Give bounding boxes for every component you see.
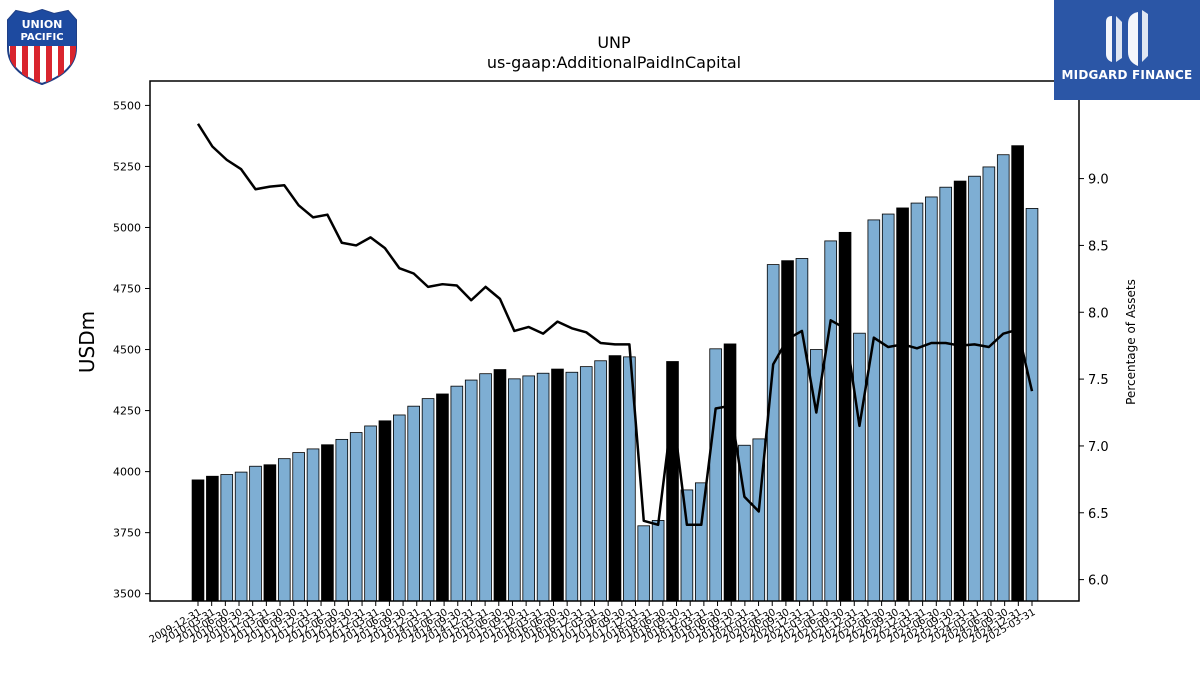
- y2-tick-label: 7.0: [1088, 440, 1109, 455]
- bar: [536, 372, 550, 602]
- bar: [191, 479, 205, 602]
- bar: [436, 393, 449, 602]
- y-tick-label: 4000: [113, 466, 141, 479]
- line-group: [196, 123, 1034, 527]
- bar: [234, 471, 248, 602]
- midgard-finance-text: MIDGARD FINANCE: [1061, 68, 1193, 82]
- bar: [579, 366, 593, 602]
- bar: [680, 489, 694, 602]
- chart-subtitle: us-gaap:AdditionalPaidInCapital: [487, 53, 741, 72]
- bar: [421, 398, 435, 602]
- chart-title: UNP: [597, 33, 631, 52]
- y-tick-label: 4250: [113, 405, 141, 418]
- bar: [220, 474, 234, 602]
- bars-group: [191, 145, 1039, 602]
- bar: [594, 360, 607, 602]
- bar: [766, 264, 780, 602]
- y-tick-label: 5500: [113, 99, 141, 112]
- bar: [637, 525, 651, 602]
- bar: [249, 465, 262, 602]
- bar: [795, 258, 809, 602]
- bar: [953, 180, 967, 602]
- bar: [335, 438, 349, 602]
- bar: [666, 361, 679, 602]
- bar: [1025, 208, 1039, 602]
- bar: [565, 371, 579, 602]
- y-tick-label: 4750: [113, 283, 141, 296]
- bar: [321, 444, 334, 602]
- bar: [781, 260, 794, 602]
- bar: [838, 231, 852, 602]
- y-axis-label: USDm: [75, 311, 99, 373]
- bar: [709, 348, 722, 602]
- bar: [968, 175, 981, 602]
- bar: [393, 414, 406, 602]
- bar: [551, 368, 564, 602]
- y2-tick-label: 8.0: [1088, 306, 1109, 321]
- bar: [867, 219, 881, 602]
- plot-frame: [149, 80, 1080, 602]
- bar: [263, 464, 277, 602]
- y-tick-label: 5250: [113, 160, 141, 173]
- y-axis: 3500 3750 4000 4250 4500 4750 5000 5250 5500: [113, 99, 150, 601]
- y2-tick-label: 8.5: [1088, 239, 1109, 254]
- y2-axis-label: Percentage of Assets: [1124, 279, 1138, 405]
- bar: [407, 405, 420, 602]
- y-tick-label: 3500: [113, 588, 141, 601]
- bar: [939, 186, 953, 602]
- y-tick-label: 3750: [113, 527, 141, 540]
- bar: [378, 420, 392, 602]
- bar: [925, 196, 938, 602]
- bar: [824, 240, 837, 602]
- bar: [853, 332, 866, 602]
- bar: [881, 213, 895, 602]
- bar: [277, 458, 291, 602]
- bar: [508, 378, 521, 602]
- bar: [306, 448, 320, 602]
- bar: [608, 355, 622, 602]
- logo-text-pacific: PACIFIC: [20, 32, 63, 43]
- x-axis: 2009-12-312010-03-312010-06-302010-09-30…: [148, 601, 1038, 646]
- bar: [651, 520, 665, 602]
- bar: [982, 166, 996, 602]
- y2-tick-label: 9.0: [1088, 173, 1109, 188]
- y2-tick-label: 6.5: [1088, 507, 1109, 522]
- bar: [349, 432, 363, 602]
- bar: [450, 385, 464, 602]
- logo-text-union: UNION: [22, 18, 63, 31]
- bar: [479, 373, 492, 602]
- y-tick-label: 5000: [113, 221, 141, 234]
- y2-axis: 6.0 6.5 7.0 7.5 8.0 8.5 9.0: [1079, 173, 1109, 589]
- bar: [910, 202, 924, 602]
- bar: [206, 475, 219, 602]
- bar: [292, 452, 305, 602]
- bar: [522, 375, 536, 602]
- bar: [723, 343, 737, 602]
- y2-tick-label: 6.0: [1088, 574, 1109, 589]
- bar: [996, 154, 1010, 602]
- bar: [1011, 145, 1024, 602]
- y2-tick-label: 7.5: [1088, 373, 1109, 388]
- series-line: [196, 123, 1034, 527]
- midgard-finance-logo: MIDGARD FINANCE: [1054, 0, 1200, 100]
- bar: [464, 379, 478, 602]
- bar: [493, 369, 507, 602]
- bar: [364, 425, 377, 602]
- y-tick-label: 4500: [113, 344, 141, 357]
- bar: [896, 207, 909, 602]
- union-pacific-logo: UNION PACIFIC: [6, 8, 78, 86]
